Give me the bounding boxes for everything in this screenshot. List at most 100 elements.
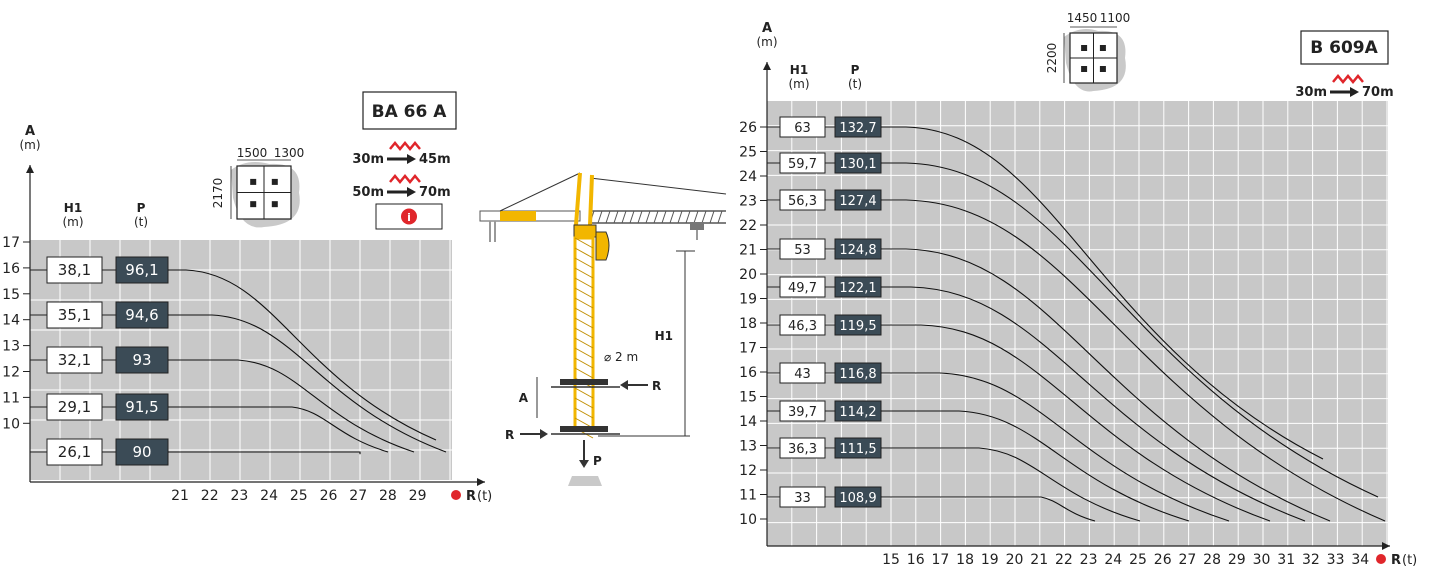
h1-value-box [46, 438, 103, 466]
curve-line [168, 406, 389, 453]
reaction-arrow-head [620, 380, 628, 390]
p-value: 116,8 [839, 367, 876, 382]
p-value: 108,9 [839, 491, 876, 506]
x-tick-label: 16 [907, 552, 925, 567]
crane-apex [574, 172, 582, 226]
y-tick-label: 16 [739, 365, 757, 381]
anchor-bolt [1099, 66, 1106, 72]
mast-lacing [574, 337, 594, 349]
y-axis-arrow [26, 165, 34, 173]
jib-change-1-from: 30m [352, 152, 384, 167]
y-tick-label: 12 [2, 365, 20, 381]
jib-change-right-from: 30m [1295, 85, 1327, 100]
y-tick-label: 25 [739, 145, 757, 161]
p-value-box [115, 438, 169, 466]
curve-line [168, 269, 437, 441]
red-dot-marker [1376, 554, 1386, 564]
y-tick-label: 24 [739, 169, 757, 185]
reaction-arrow-head [540, 429, 548, 439]
y-tick-label: 20 [739, 267, 757, 283]
h1-value: 43 [794, 367, 811, 382]
crane-a-label: A [519, 391, 529, 405]
h1-value: 29,1 [58, 398, 91, 416]
h1-value: 46,3 [788, 319, 817, 334]
arrow-head-icon [407, 154, 416, 164]
h1-value: 59,7 [788, 157, 817, 172]
h1-value: 63 [794, 121, 811, 136]
red-dot-marker [451, 490, 461, 500]
x-tick-label: 25 [1129, 552, 1147, 567]
slewing-unit [573, 224, 597, 238]
jib-lacing [597, 210, 603, 224]
model-badge: BA 66 A [372, 102, 448, 122]
p-value: 122,1 [839, 281, 876, 296]
y-tick-label: 18 [739, 316, 757, 332]
x-tick-label: 22 [1055, 552, 1073, 567]
jib-lacing [605, 210, 611, 224]
x-axis-label: R [466, 489, 476, 504]
jib-lacing [637, 210, 643, 224]
h1-column-title: H1 [790, 63, 808, 77]
mast-lacing [574, 397, 594, 409]
y-tick-label: 15 [739, 390, 757, 406]
pendant-line [589, 177, 727, 195]
foundation-width-2: 1100 [1100, 11, 1131, 25]
anchor-bolt [271, 201, 278, 208]
jib-section-icon [1332, 74, 1364, 84]
jib-lacing [709, 210, 715, 224]
h1-value: 33 [794, 491, 811, 506]
x-tick-label: 29 [409, 488, 427, 504]
curve-line [881, 199, 1386, 522]
p-value: 93 [132, 351, 151, 369]
p-value-box [115, 256, 169, 284]
x-tick-label: 23 [1080, 552, 1098, 567]
mast-lacing [574, 267, 594, 279]
crane-r-label-lower: R [505, 428, 514, 442]
anchor-bolt [250, 178, 257, 185]
x-tick-label: 25 [290, 488, 308, 504]
model-badge: B 609A [1310, 38, 1378, 58]
y-tick-label: 13 [2, 339, 20, 355]
x-tick-label: 19 [981, 552, 999, 567]
foundation-height: 2170 [211, 178, 225, 209]
x-tick-label: 20 [1006, 552, 1024, 567]
y-tick-label: 16 [2, 261, 20, 277]
p-value: 119,5 [839, 319, 876, 334]
x-tick-label: 24 [260, 488, 278, 504]
x-tick-label: 28 [1203, 552, 1221, 567]
x-tick-label: 29 [1228, 552, 1246, 567]
crane-base-block [568, 476, 602, 486]
mast-lacing [574, 407, 594, 419]
jib-lacing [613, 210, 619, 224]
y-tick-label: 15 [2, 287, 20, 303]
info-icon-glyph: i [407, 211, 411, 224]
x-tick-label: 21 [1030, 552, 1048, 567]
y-tick-label: 12 [739, 463, 757, 479]
y-tick-label: 23 [739, 194, 757, 210]
mast-lacing [574, 327, 594, 339]
x-tick-label: 27 [349, 488, 367, 504]
p-value-box [115, 393, 169, 421]
curve-line [168, 451, 361, 455]
y-tick-label: 13 [739, 439, 757, 455]
h1-value-box [46, 393, 103, 421]
arrow-head-icon [407, 187, 416, 197]
p-value: 91,5 [125, 398, 158, 416]
y-tick-label: 14 [739, 414, 757, 430]
mast-lacing [574, 357, 594, 369]
x-tick-label: 18 [956, 552, 974, 567]
anchor-bolt [1081, 45, 1088, 51]
foundation-width-2: 1300 [274, 146, 305, 160]
anchor-bolt [250, 201, 257, 208]
y-axis-unit: (m) [756, 35, 777, 49]
mast-lacing [574, 277, 594, 289]
mast-lacing [574, 307, 594, 319]
x-tick-label: 26 [1154, 552, 1172, 567]
y-tick-label: 26 [739, 120, 757, 136]
jib-lacing [677, 210, 683, 224]
y-axis-unit: (m) [19, 138, 40, 152]
p-column-title: P [137, 201, 146, 215]
load-arrow-head [579, 460, 589, 468]
